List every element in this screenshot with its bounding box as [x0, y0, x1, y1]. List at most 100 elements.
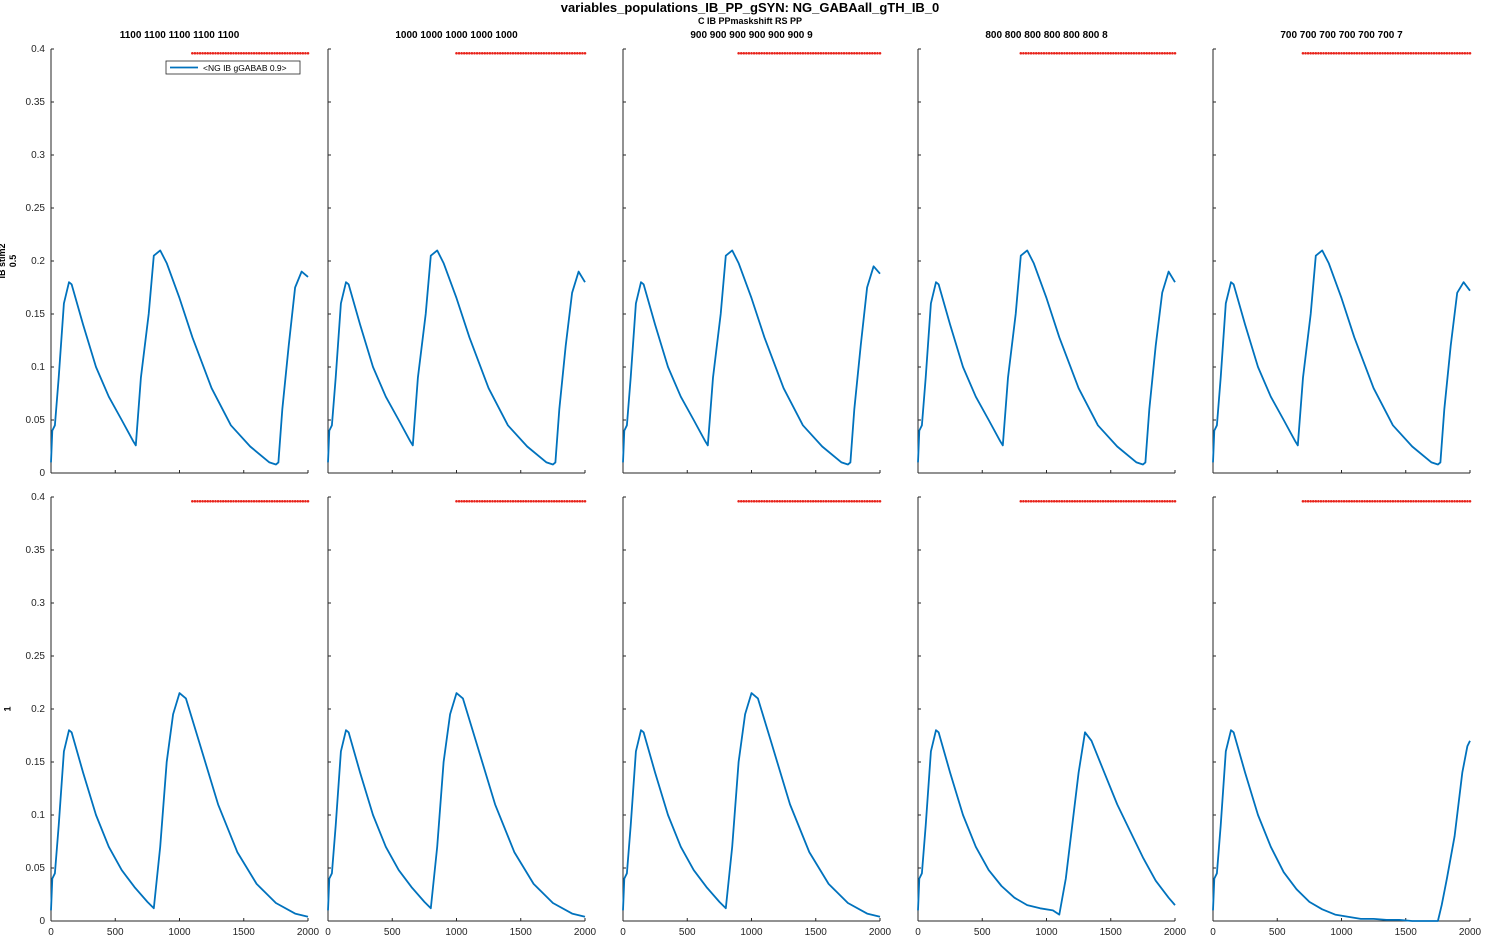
spike-marker	[193, 51, 197, 55]
spike-marker	[203, 51, 207, 55]
y-tick-label: 0	[39, 468, 45, 479]
spike-marker	[227, 51, 230, 55]
spike-marker	[268, 51, 271, 55]
spike-marker	[752, 499, 756, 503]
spike-marker	[1088, 51, 1092, 55]
spike-marker	[1337, 51, 1341, 55]
spike-marker	[742, 51, 746, 55]
spike-marker	[1319, 51, 1323, 55]
spike-marker	[1383, 499, 1387, 503]
y-tick-label: 0.4	[31, 44, 45, 55]
spike-marker	[219, 499, 222, 503]
spike-marker	[1112, 499, 1115, 503]
spike-marker	[1114, 499, 1118, 503]
spike-marker	[1317, 499, 1320, 503]
spike-marker	[196, 51, 199, 55]
spike-marker	[1122, 51, 1125, 55]
spike-marker	[247, 51, 251, 55]
spike-marker	[275, 51, 279, 55]
y-tick-label: 0.15	[26, 309, 46, 320]
spike-marker	[480, 499, 484, 503]
spike-marker	[752, 51, 756, 55]
spike-marker	[1137, 499, 1141, 503]
spike-marker	[1060, 51, 1064, 55]
spike-marker	[514, 499, 517, 503]
spike-marker	[1360, 499, 1364, 503]
series-line-panel-0-0	[50, 249, 309, 466]
y-tick-label: 0.25	[26, 203, 46, 214]
y-tick-label: 0.05	[26, 863, 46, 874]
spike-marker	[1045, 499, 1048, 503]
spike-marker	[511, 51, 515, 55]
spike-marker	[1324, 51, 1328, 55]
spike-marker	[1029, 499, 1033, 503]
spike-marker	[1419, 51, 1423, 55]
spike-marker	[475, 499, 479, 503]
spike-marker	[1165, 499, 1169, 503]
spike-marker	[298, 499, 302, 503]
spike-marker	[1324, 499, 1328, 503]
spike-marker	[1340, 499, 1343, 503]
spike-marker	[1443, 499, 1446, 503]
spike-marker	[473, 51, 476, 55]
spike-marker	[1171, 51, 1174, 55]
spike-marker	[1135, 499, 1138, 503]
spike-marker	[268, 499, 271, 503]
spike-marker	[1076, 499, 1079, 503]
spike-marker	[1463, 51, 1467, 55]
x-tick-label: 2000	[297, 927, 320, 938]
spike-marker	[229, 499, 233, 503]
spike-marker	[824, 51, 828, 55]
spike-marker	[245, 51, 248, 55]
spike-marker	[506, 51, 510, 55]
spike-marker	[1032, 51, 1035, 55]
spike-marker	[1117, 51, 1120, 55]
spike-marker	[1443, 51, 1446, 55]
spike-marker	[791, 499, 794, 503]
spike-marker	[288, 499, 292, 503]
spike-marker	[273, 499, 276, 503]
spike-marker	[558, 499, 561, 503]
spike-marker	[1386, 499, 1390, 503]
spike-marker	[455, 51, 458, 55]
spike-marker	[1029, 51, 1033, 55]
spike-marker	[283, 499, 287, 503]
spike-marker	[1329, 51, 1333, 55]
spike-marker	[1058, 51, 1061, 55]
spike-marker	[1373, 51, 1377, 55]
spike-marker	[1063, 51, 1066, 55]
spike-marker	[540, 499, 543, 503]
spike-marker	[781, 51, 784, 55]
spike-marker	[237, 499, 240, 503]
spike-marker	[1040, 499, 1043, 503]
spike-marker	[1078, 499, 1082, 503]
spike-marker	[488, 51, 492, 55]
spike-marker	[252, 499, 256, 503]
spike-marker	[465, 499, 469, 503]
spike-marker	[516, 499, 520, 503]
spike-marker	[850, 51, 854, 55]
spike-marker	[1050, 51, 1053, 55]
spike-marker	[755, 499, 758, 503]
x-tick-label: 1500	[510, 927, 533, 938]
spike-marker	[775, 51, 779, 55]
spike-marker	[1399, 499, 1402, 503]
spike-marker	[286, 499, 289, 503]
spike-marker	[793, 499, 797, 503]
spike-marker	[465, 51, 469, 55]
spike-marker	[298, 51, 302, 55]
spike-marker	[1142, 499, 1146, 503]
spike-marker	[801, 499, 805, 503]
spike-marker	[1055, 51, 1059, 55]
spike-marker	[1345, 51, 1348, 55]
spike-marker	[291, 51, 294, 55]
spike-marker	[853, 499, 856, 503]
spike-marker	[491, 499, 494, 503]
spike-marker	[1070, 499, 1074, 503]
spike-marker	[1440, 499, 1444, 503]
spike-marker	[1355, 51, 1359, 55]
spike-marker	[770, 51, 774, 55]
spike-marker	[1037, 51, 1041, 55]
spike-marker	[796, 499, 800, 503]
spike-marker	[1163, 499, 1167, 503]
